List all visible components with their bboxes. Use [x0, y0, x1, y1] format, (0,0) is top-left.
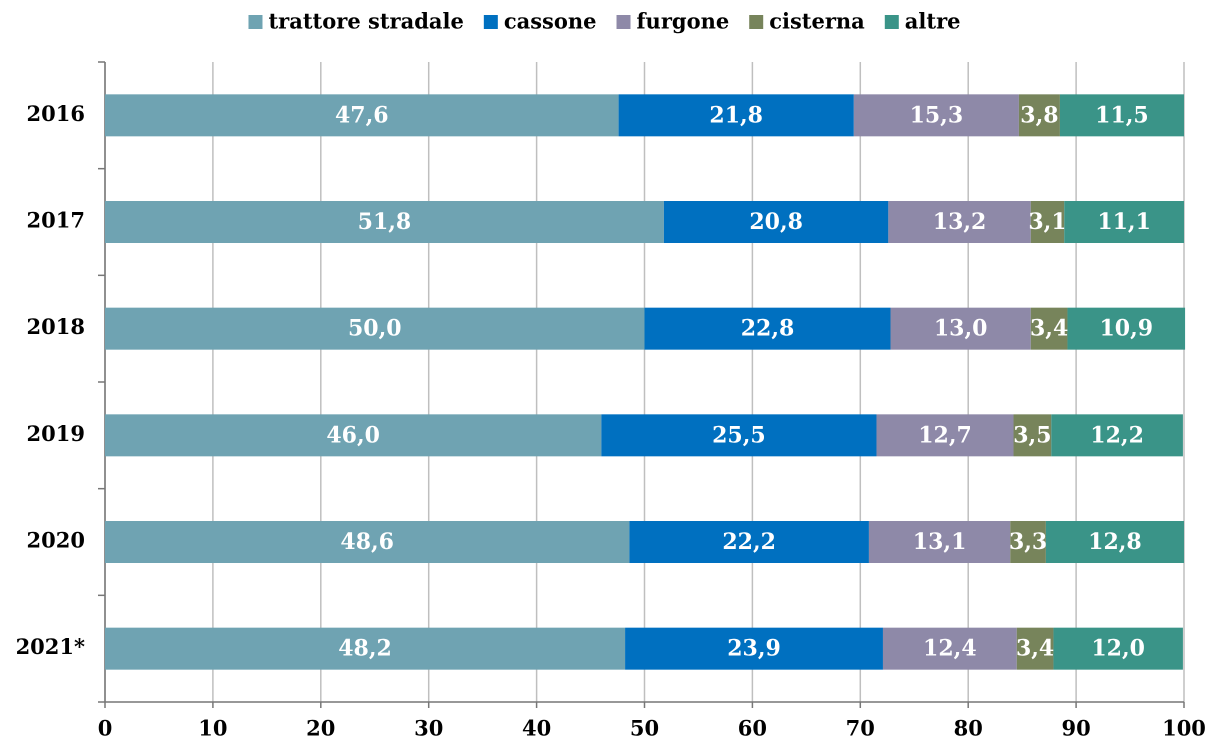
bar-segment	[601, 414, 877, 457]
bar-segment	[105, 94, 619, 137]
data-label: 13,0	[934, 316, 988, 342]
data-label: 23,9	[727, 636, 781, 662]
bar-segment	[1013, 414, 1052, 457]
data-label: 50,0	[348, 316, 402, 342]
legend-swatch	[616, 15, 631, 29]
data-label: 11,1	[1097, 209, 1151, 235]
legend-label: furgone	[637, 9, 730, 34]
legend-label: cisterna	[769, 9, 865, 34]
x-tick-label: 70	[846, 716, 875, 741]
legend-swatch	[483, 15, 498, 29]
bar-segment	[105, 627, 626, 670]
bar-segment	[644, 307, 891, 350]
bar-segment	[105, 307, 645, 350]
data-label: 12,7	[918, 422, 972, 448]
data-label: 12,0	[1091, 636, 1145, 662]
legend-label: cassone	[504, 9, 597, 34]
data-label: 12,8	[1088, 529, 1142, 555]
bar-segment	[629, 521, 869, 563]
data-label: 3,5	[1013, 422, 1051, 448]
data-label: 46,0	[326, 422, 380, 448]
bar-segment	[1053, 627, 1183, 670]
bar-segment	[1045, 521, 1184, 563]
x-tick-label: 80	[954, 716, 983, 741]
data-label: 15,3	[910, 102, 964, 128]
bar-segment	[105, 521, 630, 563]
data-label: 22,2	[722, 529, 776, 555]
bar-segment	[1064, 201, 1184, 243]
x-tick-label: 30	[414, 716, 443, 741]
data-label: 48,2	[338, 636, 392, 662]
bar-segment	[618, 94, 854, 137]
bar-segment	[876, 414, 1014, 457]
x-tick-label: 20	[306, 716, 335, 741]
bar-segment	[888, 201, 1031, 243]
x-tick-label: 90	[1061, 716, 1090, 741]
y-tick-label: 2018	[27, 314, 85, 339]
bar-segment	[663, 201, 889, 243]
data-label: 3,8	[1020, 102, 1058, 128]
y-tick-label: 2016	[27, 101, 85, 126]
data-label: 3,4	[1030, 316, 1068, 342]
bar-segment	[868, 521, 1011, 563]
bar-segment	[882, 627, 1017, 670]
bar-segment	[1067, 307, 1186, 350]
bar-segment	[1018, 94, 1060, 137]
data-label: 47,6	[335, 102, 389, 128]
bar-segment	[890, 307, 1031, 350]
bar-segment	[853, 94, 1019, 137]
x-tick-label: 50	[630, 716, 659, 741]
data-label: 11,5	[1095, 102, 1149, 128]
data-label: 48,6	[340, 529, 394, 555]
bar-segment	[1016, 627, 1054, 670]
bar-segment	[1030, 307, 1068, 350]
bar-segment	[625, 627, 883, 670]
legend: trattore stradale cassone furgone cisterna a…	[248, 9, 961, 34]
bar-segment	[1051, 414, 1183, 457]
data-label: 12,2	[1090, 422, 1144, 448]
bar-segment	[105, 414, 602, 457]
data-label: 13,1	[913, 529, 967, 555]
data-label: 21,8	[709, 102, 763, 128]
legend-swatch	[749, 15, 764, 29]
data-label: 13,2	[933, 209, 987, 235]
x-tick-label: 10	[198, 716, 227, 741]
legend-swatch	[884, 15, 899, 29]
bar-segment	[1059, 94, 1184, 137]
data-label: 20,8	[749, 209, 803, 235]
bar-segment	[1010, 521, 1046, 563]
data-label: 22,8	[741, 316, 795, 342]
x-tick-label: 0	[98, 716, 113, 741]
data-label: 12,4	[923, 636, 977, 662]
bar-segment	[105, 201, 664, 243]
data-label: 3,4	[1016, 636, 1054, 662]
data-label: 3,1	[1028, 209, 1066, 235]
legend-swatch	[248, 15, 263, 29]
y-tick-label: 2021*	[16, 634, 85, 659]
data-label: 25,5	[712, 422, 766, 448]
x-tick-label: 100	[1162, 716, 1206, 741]
y-tick-label: 2019	[27, 421, 85, 446]
x-tick-label: 60	[738, 716, 767, 741]
x-tick-label: 40	[522, 716, 551, 741]
legend-label: altre	[905, 9, 961, 34]
data-label: 10,9	[1099, 316, 1153, 342]
y-tick-label: 2017	[27, 208, 85, 233]
legend-label: trattore stradale	[268, 9, 463, 34]
data-label: 51,8	[358, 209, 412, 235]
data-label: 3,3	[1009, 529, 1047, 555]
bar-segment	[1030, 201, 1065, 243]
y-tick-label: 2020	[27, 528, 85, 553]
